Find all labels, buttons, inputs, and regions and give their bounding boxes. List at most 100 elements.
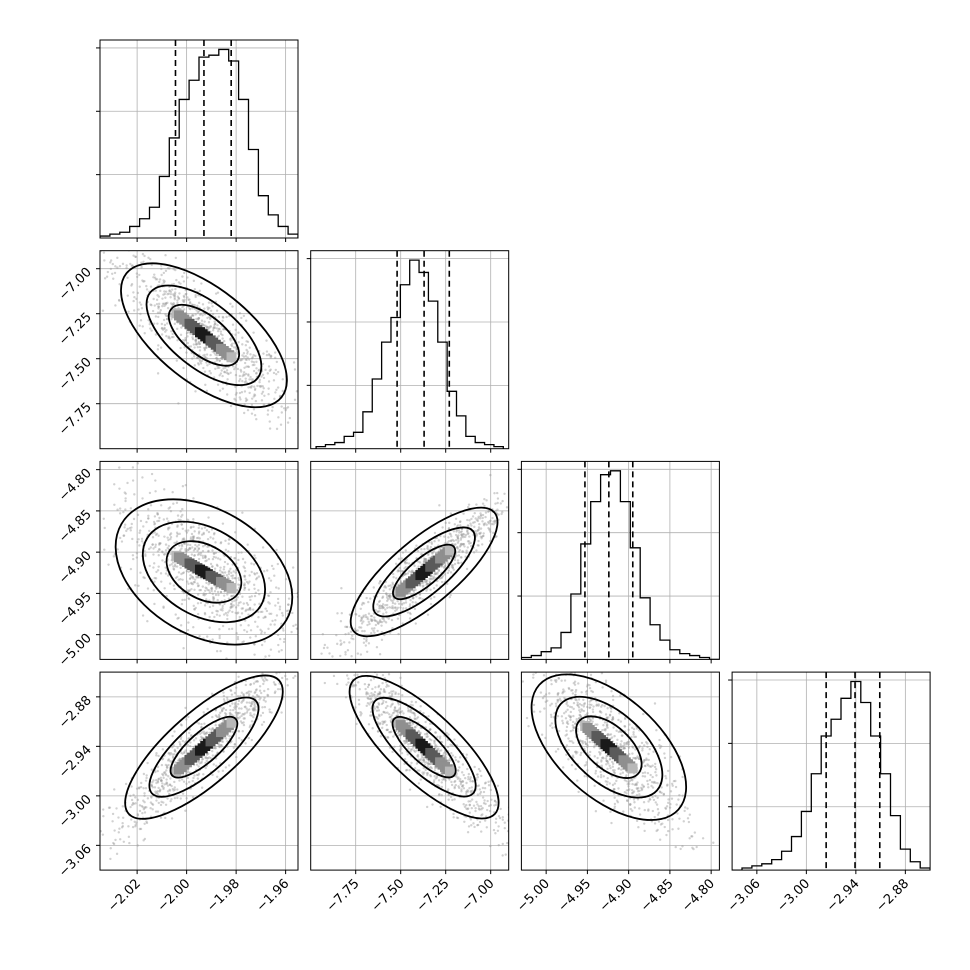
sample-point [125,244,127,246]
sample-point [403,567,406,570]
sample-point [196,593,200,596]
sample-point [165,782,169,785]
sample-point [203,589,207,592]
sample-point [340,612,343,615]
sample-point [452,568,455,571]
sample-point [444,779,447,782]
sample-point [221,740,224,743]
sample-point [175,535,179,538]
sample-point [455,775,458,779]
sample-point [208,731,211,735]
sample-point [415,749,419,752]
sample-point [252,700,255,703]
sample-point [414,750,417,753]
sample-point [152,520,156,524]
sample-point [361,639,363,641]
sample-point [171,491,174,494]
sample-point [335,633,338,637]
sample-point [208,315,211,319]
sample-point [161,304,164,308]
sample-point [217,713,221,717]
sample-point [197,547,201,550]
sample-point [537,663,539,665]
sample-point [234,577,237,580]
sample-point [240,691,244,694]
sample-point [479,512,482,515]
sample-point [376,706,380,709]
sample-point [468,519,471,522]
sample-point [587,717,591,720]
sample-point [211,773,214,777]
sample-point [419,584,422,587]
sample-point [241,336,244,339]
sample-point [381,701,385,705]
sample-point [171,734,174,738]
sample-point [184,706,187,710]
sample-point [215,353,219,357]
sample-point [555,678,558,682]
sample-point [136,513,140,517]
sample-point [215,309,219,312]
sample-point [173,786,176,789]
sample-point [470,786,473,789]
sample-point [173,547,176,550]
sample-point [220,369,223,372]
sample-point [442,777,446,780]
sample-point [628,723,631,726]
sample-point [410,761,413,765]
sample-point [278,637,282,641]
sample-point [378,610,381,613]
sample-point [229,713,232,717]
sample-point [139,519,143,523]
sample-point [475,800,478,804]
sample-point [208,306,211,310]
sample-point [152,779,155,782]
sample-point [183,551,186,555]
sample-point [159,816,163,819]
sample-point [488,520,491,523]
sample-point [469,800,472,803]
sample-point [130,798,134,802]
sample-point [255,572,259,575]
sample-point [336,612,339,615]
sample-point [80,875,82,877]
sample-point [428,737,431,741]
sample-point [362,614,365,617]
sample-point [134,823,138,826]
sample-point [198,537,202,540]
sample-point [303,470,305,472]
sample-point [188,307,192,311]
sample-point [447,733,450,736]
sample-point [180,724,183,727]
sample-point [119,838,122,841]
sample-point [168,506,172,509]
sample-point [641,749,644,752]
sample-point [185,580,189,583]
sample-point [181,537,185,541]
sample-point [644,764,647,768]
sample-point [102,251,106,254]
sample-point [393,745,396,749]
sample-point [200,722,203,726]
sample-point [426,547,429,550]
sample-point [437,747,440,750]
sample-point [378,692,382,695]
sample-point [402,602,406,605]
sample-point [425,732,429,735]
sample-point [252,706,255,710]
sample-point [214,714,218,717]
sample-point [193,530,196,533]
sample-point [69,457,71,459]
sample-point [398,711,402,714]
sample-point [408,721,411,725]
sample-point [153,523,156,526]
sample-point [324,475,326,477]
sample-point [202,730,205,733]
sample-point [192,604,195,608]
sample-point [152,276,155,279]
sample-point [375,645,379,649]
sample-point [237,717,240,720]
sample-point [183,538,186,542]
sample-point [242,355,246,358]
sample-point [279,657,281,659]
